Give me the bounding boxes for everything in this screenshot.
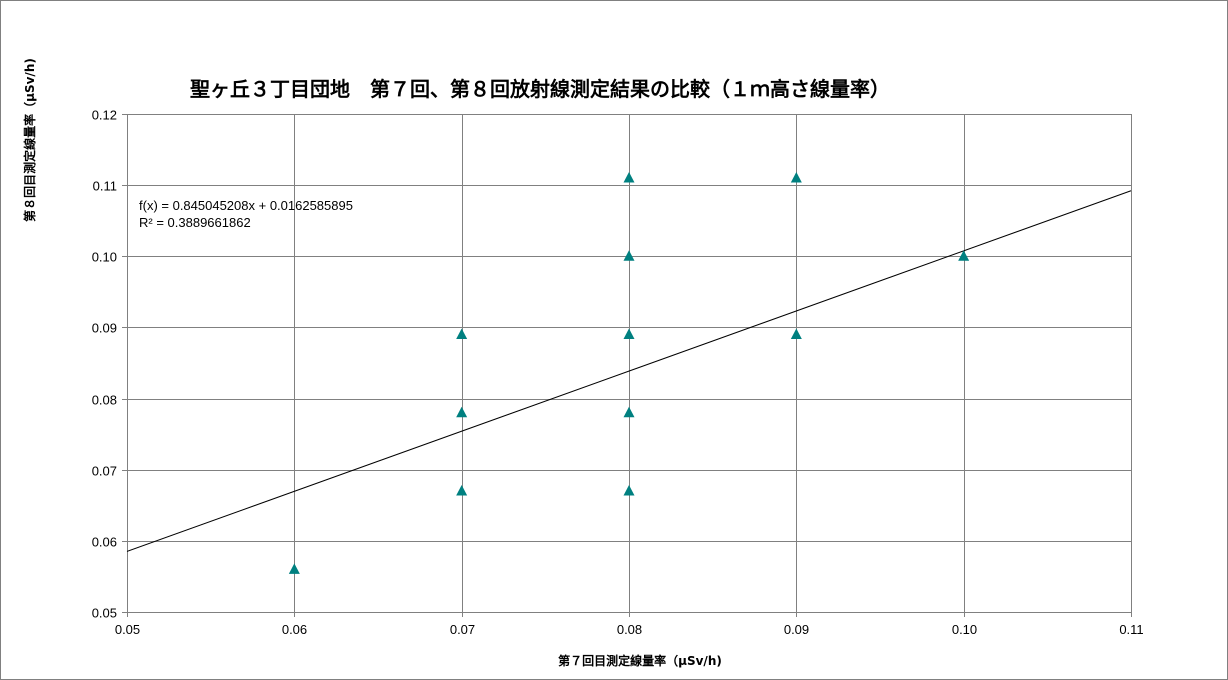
x-tick-label: 0.11 — [1119, 622, 1143, 637]
data-point-marker — [958, 250, 970, 261]
y-tick-label: 0.07 — [92, 464, 117, 479]
x-tick-label: 0.05 — [115, 622, 140, 637]
y-tick-label: 0.10 — [92, 250, 117, 265]
y-tick-label: 0.08 — [92, 393, 117, 408]
x-tick-label: 0.07 — [450, 622, 475, 637]
trendline-equation: f(x) = 0.845045208x + 0.0162585895 — [139, 198, 353, 213]
data-point-marker — [623, 250, 635, 261]
y-axis-ticks: 0.05 0.06 0.07 0.08 0.09 0.10 0.11 0.12 — [92, 108, 127, 621]
data-point-marker — [623, 328, 635, 340]
data-points — [288, 172, 970, 574]
chart-title: 聖ヶ丘３丁目団地 第７回、第８回放射線測定結果の比較（１ｍ高さ線量率） — [190, 77, 890, 101]
data-point-marker — [790, 172, 802, 183]
data-point-marker — [623, 485, 635, 496]
trendline-r-squared: R² = 0.3889661862 — [139, 215, 251, 230]
data-point-marker — [288, 563, 300, 574]
data-point-marker — [456, 406, 468, 418]
y-tick-label: 0.05 — [92, 606, 117, 621]
x-tick-label: 0.10 — [952, 622, 977, 637]
x-tick-label: 0.08 — [617, 622, 642, 637]
data-point-marker — [456, 328, 468, 340]
x-tick-label: 0.06 — [282, 622, 307, 637]
y-tick-label: 0.12 — [92, 108, 117, 123]
data-point-marker — [623, 172, 635, 183]
y-tick-label: 0.11 — [93, 179, 117, 194]
data-point-marker — [623, 406, 635, 418]
y-tick-label: 0.09 — [92, 321, 117, 336]
y-axis-title: 第８回目測定線量率（μSv/h) — [22, 58, 37, 222]
x-axis-ticks: 0.05 0.06 0.07 0.08 0.09 0.10 0.11 — [115, 612, 1144, 637]
data-point-marker — [790, 328, 802, 340]
x-axis-title: 第７回目測定線量率（μSv/h) — [558, 653, 722, 668]
y-tick-label: 0.06 — [92, 535, 117, 550]
data-point-marker — [456, 485, 468, 496]
x-tick-label: 0.09 — [784, 622, 809, 637]
